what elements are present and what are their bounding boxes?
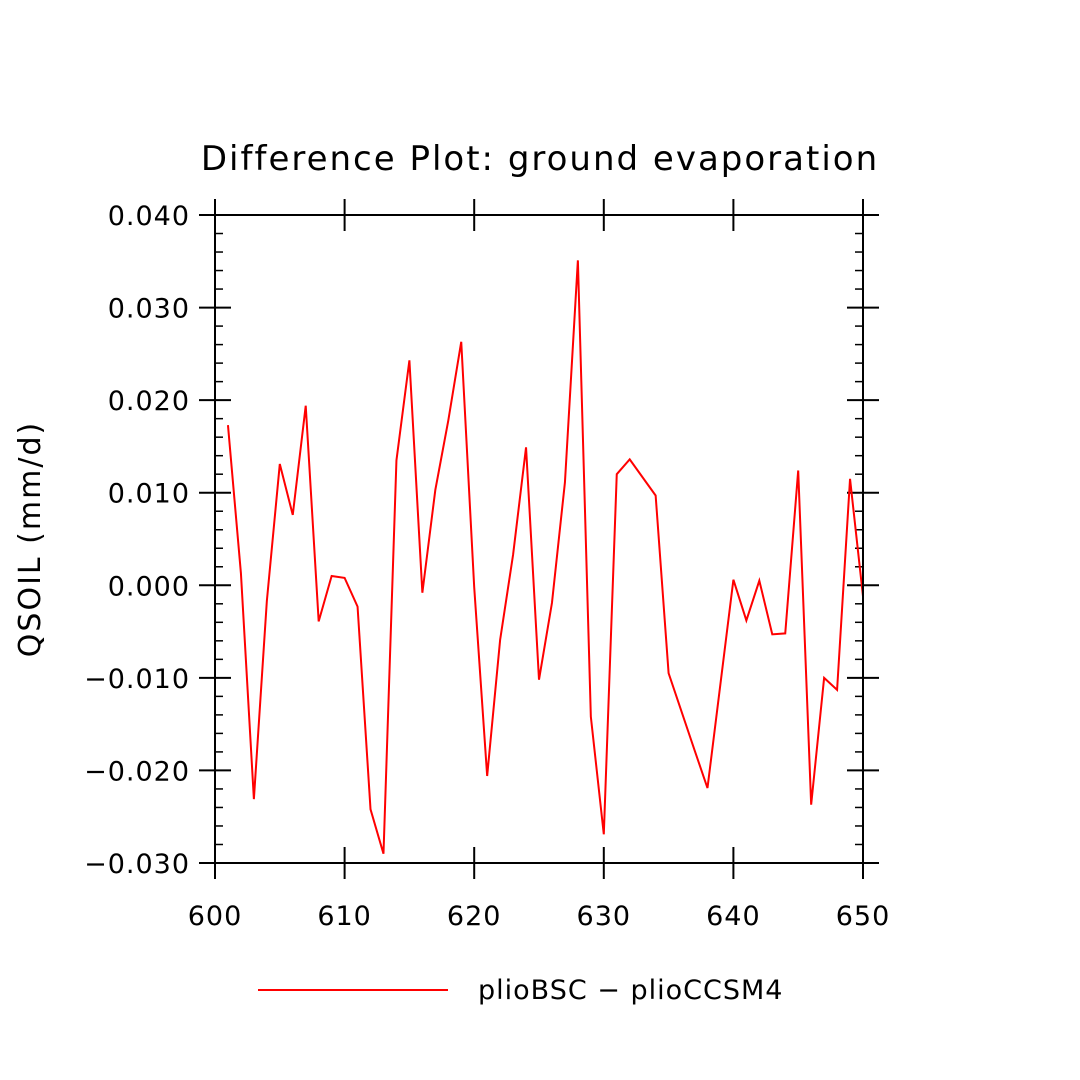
y-tick-label: 0.020 xyxy=(108,386,190,417)
legend-label: plioBSC − plioCCSM4 xyxy=(478,975,783,1006)
y-tick-label: −0.030 xyxy=(84,849,190,880)
x-tick-label: 620 xyxy=(447,901,502,932)
y-tick-label: 0.040 xyxy=(108,201,190,232)
x-tick-label: 640 xyxy=(706,901,761,932)
y-tick-label: −0.020 xyxy=(84,756,190,787)
chart-title: Difference Plot: ground evaporation xyxy=(201,139,879,179)
y-tick-label: 0.010 xyxy=(108,479,190,510)
axis-ticks xyxy=(199,199,879,879)
y-tick-label: −0.010 xyxy=(84,664,190,695)
x-tick-label: 650 xyxy=(836,901,891,932)
y-tick-labels: −0.030 −0.020 −0.010 0.000 0.010 0.020 0.030 0.… xyxy=(84,201,190,880)
y-tick-label: 0.030 xyxy=(108,294,190,325)
y-tick-label: 0.000 xyxy=(108,571,190,602)
x-tick-label: 630 xyxy=(577,901,632,932)
legend: plioBSC − plioCCSM4 xyxy=(258,975,783,1006)
x-tick-label: 610 xyxy=(317,901,372,932)
y-axis-label: QSOIL (mm/d) xyxy=(13,421,48,657)
series-line-pliobsc-minus-pliocsm4 xyxy=(226,260,864,855)
x-tick-labels: 600 610 620 630 640 650 xyxy=(188,901,891,932)
plot-frame xyxy=(214,214,864,864)
x-tick-label: 600 xyxy=(188,901,243,932)
